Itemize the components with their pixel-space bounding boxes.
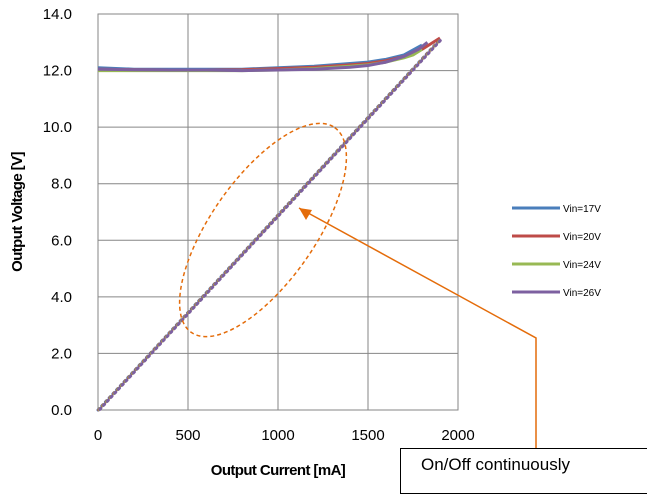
y-tick-label: 2.0 <box>51 345 72 362</box>
y-tick-label: 12.0 <box>43 63 72 80</box>
series-line <box>97 41 429 73</box>
x-tick-label: 1000 <box>261 427 294 444</box>
legend-label: Vin=20V <box>563 232 601 243</box>
legend-label: Vin=24V <box>563 260 601 271</box>
series-line <box>97 36 441 72</box>
annotation-arrowhead <box>299 208 312 220</box>
annotation-leader-line <box>298 207 537 448</box>
y-tick-label: 0.0 <box>51 402 72 419</box>
y-tick-label: 8.0 <box>51 176 72 193</box>
series-layer <box>96 36 444 412</box>
plot-area-border <box>97 13 459 411</box>
series-dotted-segment <box>98 37 444 411</box>
annotation-callout: On/Off continuously <box>400 448 647 494</box>
x-tick-label: 500 <box>175 427 200 444</box>
y-tick-label: 14.0 <box>43 6 72 23</box>
x-tick-label: 2000 <box>441 427 474 444</box>
x-axis-ticks: 0 500 1000 1500 2000 <box>94 427 475 444</box>
y-tick-label: 4.0 <box>51 289 72 306</box>
legend: Vin=17V Vin=20V Vin=24V Vin=26V <box>512 204 601 299</box>
legend-label: Vin=26V <box>563 288 601 299</box>
y-tick-label: 10.0 <box>43 119 72 136</box>
x-axis-title: Output Current [mA] <box>211 462 346 479</box>
legend-label: Vin=17V <box>563 204 601 215</box>
x-tick-label: 0 <box>94 427 102 444</box>
annotation-ellipse <box>178 122 348 338</box>
y-axis-ticks: 0.0 2.0 4.0 6.0 8.0 10.0 12.0 14.0 <box>43 6 72 419</box>
x-tick-label: 1500 <box>351 427 384 444</box>
series-3 <box>97 37 444 411</box>
y-axis-title: Output Voltage [V] <box>9 152 26 272</box>
y-tick-label: 6.0 <box>51 232 72 249</box>
